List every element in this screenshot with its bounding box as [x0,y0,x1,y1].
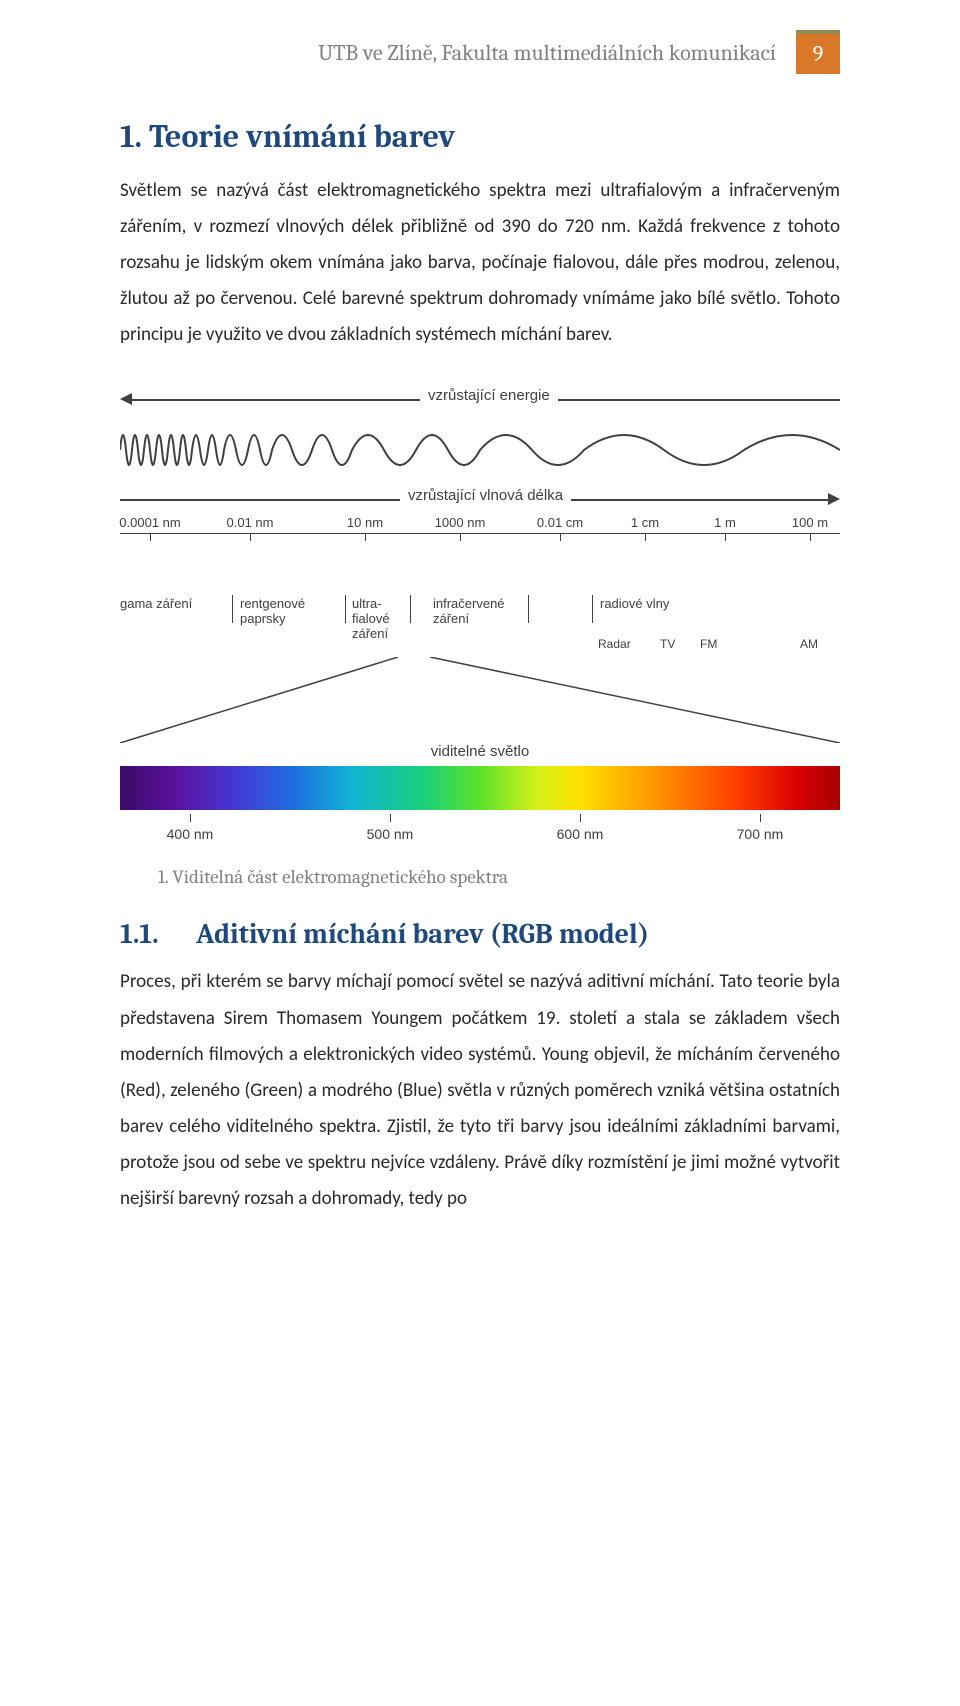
chapter-title: Teorie vnímání barev [149,118,455,155]
band-label: infračervené záření [433,597,505,627]
scale-axis-line [120,533,840,534]
arrow-left-icon [120,393,132,405]
band-divider [592,595,593,623]
scale-tick [560,533,561,541]
page-number: 9 [796,30,840,74]
visible-tick [190,814,191,822]
energy-arrow-label: vzrůstající energie [420,387,558,404]
visible-ticks: 400 nm 500 nm 600 nm 700 nm [120,814,840,844]
subband-label: TV [660,637,675,651]
band-divider [410,595,411,623]
band-label: gama záření [120,597,192,612]
scale-tick-label: 0.01 cm [537,515,583,530]
scale-tick [250,533,251,541]
section-paragraph: Proces, při kterém se barvy míchají pomo… [120,964,840,1217]
scale-tick-label: 1 cm [631,515,659,530]
subband-label: AM [800,637,818,651]
scale-tick [810,533,811,541]
visible-spectrum-bar [120,766,840,810]
visible-tick-label: 700 nm [737,826,784,842]
subband-label: FM [700,637,717,651]
intro-paragraph: Světlem se nazývá část elektromagnetické… [120,173,840,353]
visible-tick-label: 400 nm [167,826,214,842]
scale-tick-label: 100 m [792,515,828,530]
chapter-number: 1. [120,118,142,155]
scale-tick [725,533,726,541]
section-title: Aditivní míchání barev (RGB model) [196,918,649,950]
band-divider [345,595,346,623]
scale-tick-label: 1 m [714,515,736,530]
energy-arrow: vzrůstající energie [120,389,840,411]
wavelength-arrow: vzrůstající vlnová délka [120,489,840,511]
visible-light-guides [120,657,840,743]
page: UTB ve Zlíně, Fakulta multimediálních ko… [0,0,960,1265]
scale-tick-label: 0.01 nm [227,515,274,530]
scale-tick [150,533,151,541]
scale-tick-label: 1000 nm [435,515,486,530]
wavelength-scale: 0.0001 nm0.01 nm10 nm1000 nm0.01 cm1 cm1… [120,533,840,579]
visible-tick [390,814,391,822]
arrow-right-icon [828,493,840,505]
visible-light-title: viditelné světlo [120,743,840,760]
section-heading: 1.1. Aditivní míchání barev (RGB model) [120,918,840,950]
em-spectrum-figure: vzrůstající energie vzrůstající vlnová d… [120,389,840,844]
band-divider [232,595,233,623]
visible-tick-label: 600 nm [557,826,604,842]
band-label: rentgenové paprsky [240,597,305,627]
section-number: 1.1. [120,918,190,950]
scale-tick [460,533,461,541]
wavelength-arrow-label: vzrůstající vlnová délka [400,487,571,504]
wave-sketch [120,417,840,483]
visible-tick-label: 500 nm [367,826,414,842]
scale-tick [365,533,366,541]
radio-subband-labels: Radar TV FM AM [120,637,840,655]
running-header: UTB ve Zlíně, Fakulta multimediálních ko… [120,30,840,76]
figure-caption: 1. Viditelná část elektromagnetického sp… [158,866,840,888]
band-divider [528,595,529,623]
subband-label: Radar [598,637,631,651]
band-label: radiové vlny [600,597,669,612]
chapter-heading: 1. Teorie vnímání barev [120,118,840,155]
scale-tick [645,533,646,541]
visible-tick [760,814,761,822]
band-label: ultra- fialové záření [352,597,390,642]
scale-tick-label: 10 nm [347,515,383,530]
scale-tick-label: 0.0001 nm [119,515,180,530]
running-title: UTB ve Zlíně, Fakulta multimediálních ko… [318,30,790,76]
band-labels: gama zářenírentgenové paprskyultra- fial… [120,583,840,637]
visible-tick [580,814,581,822]
